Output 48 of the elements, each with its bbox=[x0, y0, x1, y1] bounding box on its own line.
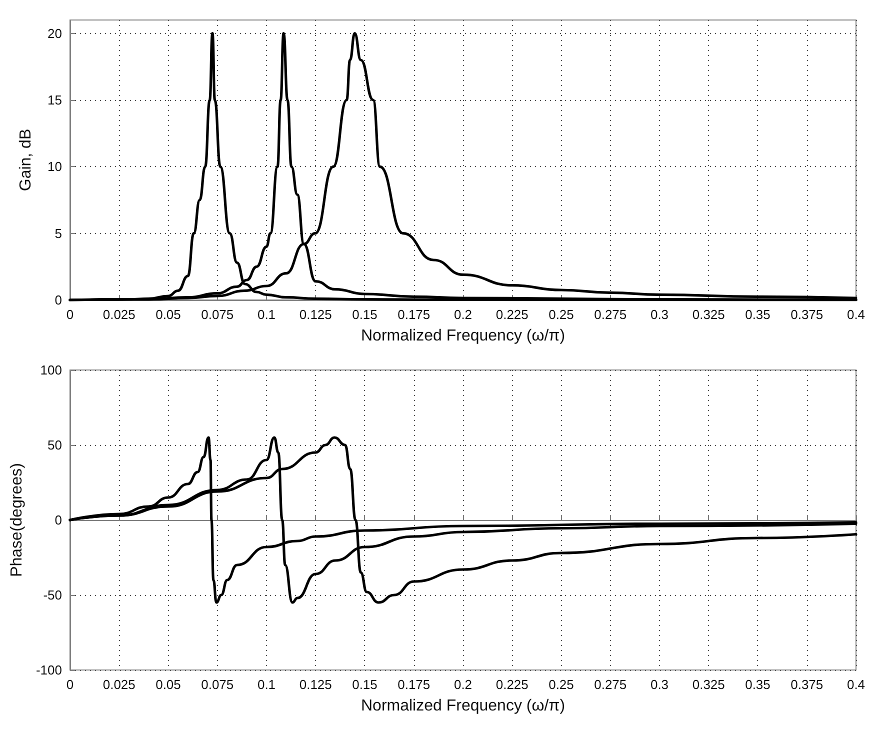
x-tick-label: 0.025 bbox=[102, 677, 136, 692]
x-tick-label: 0.05 bbox=[156, 677, 181, 692]
x-tick-label: 0.375 bbox=[790, 307, 824, 322]
x-tick-label: 0.1 bbox=[257, 677, 276, 692]
x-tick-label: 0.1 bbox=[257, 307, 276, 322]
x-tick-label: 0.125 bbox=[299, 677, 332, 692]
x-tick-label: 0.3 bbox=[650, 307, 669, 322]
x-tick-label: 0.25 bbox=[548, 307, 574, 322]
y-tick-label: 15 bbox=[48, 92, 62, 108]
x-tick-label: 0.275 bbox=[594, 677, 627, 692]
y-axis-title: Gain, dB bbox=[18, 128, 34, 192]
y-tick-label: -100 bbox=[36, 662, 62, 678]
x-tick-label: 0.4 bbox=[846, 677, 866, 692]
x-tick-label: 0.175 bbox=[398, 307, 430, 322]
y-tick-label: -50 bbox=[43, 588, 62, 602]
x-tick-label: 0.075 bbox=[201, 677, 234, 692]
y-tick-label: 10 bbox=[48, 159, 62, 174]
y-tick-label: 5 bbox=[54, 226, 62, 241]
x-tick-label: 0.325 bbox=[692, 307, 725, 322]
x-tick-label: 0.325 bbox=[692, 677, 725, 692]
x-tick-label: 0.2 bbox=[454, 307, 472, 322]
x-tick-label: 0 bbox=[66, 307, 74, 322]
x-tick-label: 0.275 bbox=[594, 307, 627, 322]
x-tick-label: 0.225 bbox=[496, 677, 528, 692]
x-axis-title: Normalized Frequency (ω/π) bbox=[360, 698, 566, 714]
y-tick-label: 50 bbox=[48, 438, 62, 452]
x-tick-label: 0.35 bbox=[745, 307, 770, 322]
x-axis-title: Normalized Frequency (ω/π) bbox=[360, 328, 566, 344]
x-tick-label: 0.35 bbox=[745, 677, 770, 692]
x-tick-label: 0.2 bbox=[454, 677, 472, 692]
x-tick-label: 0.375 bbox=[790, 677, 824, 692]
y-tick-label: 0 bbox=[54, 512, 62, 528]
x-tick-label: 0.3 bbox=[650, 677, 669, 692]
x-tick-label: 0.15 bbox=[352, 307, 378, 322]
y-axis-title: Phase(degrees) bbox=[8, 463, 26, 577]
x-tick-label: 0.225 bbox=[496, 307, 528, 322]
y-tick-label: 0 bbox=[54, 292, 62, 308]
x-tick-label: 0.25 bbox=[548, 677, 574, 692]
x-tick-label: 0.4 bbox=[846, 307, 866, 322]
x-tick-label: 0.05 bbox=[156, 307, 181, 322]
x-tick-label: 0.075 bbox=[201, 307, 234, 322]
x-tick-label: 0.025 bbox=[102, 307, 136, 322]
x-tick-label: 0 bbox=[66, 677, 74, 692]
x-tick-label: 0.125 bbox=[299, 307, 332, 322]
y-tick-label: 100 bbox=[40, 362, 62, 378]
x-tick-label: 0.175 bbox=[398, 677, 430, 692]
y-tick-label: 20 bbox=[48, 26, 62, 41]
x-tick-label: 0.15 bbox=[352, 677, 378, 692]
